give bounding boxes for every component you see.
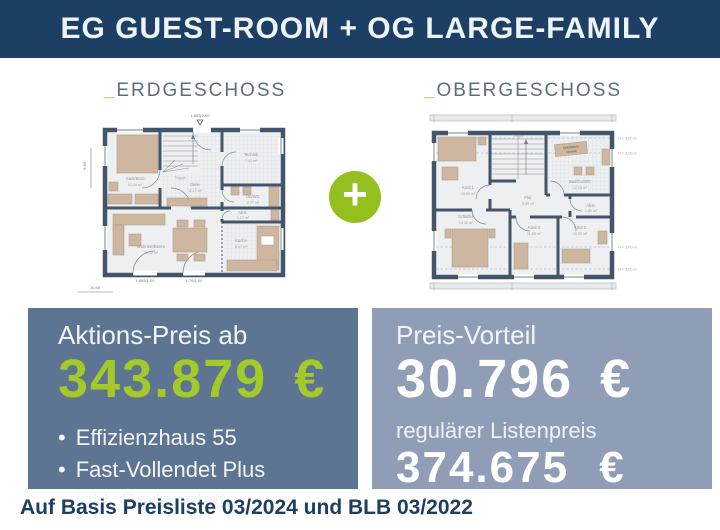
plus-icon: + <box>329 171 381 223</box>
label-erdgeschoss: _ERDGESCHOSS <box>103 80 287 101</box>
label-obergeschoss: _OBERGESCHOSS <box>423 80 623 101</box>
og-roof-bars <box>429 114 617 290</box>
svg-text:Gast/Büro: Gast/Büro <box>126 176 146 181</box>
svg-text:8,47 m²: 8,47 m² <box>235 245 248 249</box>
bullet-icon: • <box>58 456 66 482</box>
svg-text:H = 2.00 m: H = 2.00 m <box>618 246 637 250</box>
svg-text:Abst.: Abst. <box>586 203 596 208</box>
svg-text:14,32 m²: 14,32 m² <box>459 221 474 225</box>
svg-text:11,17 m²: 11,17 m² <box>188 189 203 193</box>
offer-label: Aktions-Preis ab <box>58 320 248 350</box>
svg-text:optional: optional <box>566 149 577 154</box>
og-room-labels: Kind 1 10,99 m² Treppe Bad/Du/WC 12,15 m… <box>458 134 598 236</box>
footer-note: Auf Basis Preisliste 03/2024 und BLB 03/… <box>20 496 473 519</box>
svg-text:Du/WC: Du/WC <box>246 194 260 199</box>
bullet-item: • Effizienzhaus 55 <box>58 424 237 450</box>
advantage-box: Preis-Vorteil 30.796 € regulärer Listenp… <box>372 308 712 492</box>
svg-text:Technik: Technik <box>244 152 259 157</box>
svg-text:10.65: 10.65 <box>90 285 101 290</box>
offer-box: Aktions-Preis ab 343.879 € • Effizienzhau… <box>28 308 358 513</box>
svg-text:Kind 2: Kind 2 <box>574 225 587 230</box>
svg-text:1,80 m²: 1,80 m² <box>585 209 598 213</box>
svg-text:2,77 m²: 2,77 m² <box>247 201 260 205</box>
og-stairs <box>492 135 544 179</box>
offer-bullets: • Effizienzhaus 55 • Fast-Vollendet Plus •… <box>58 422 358 518</box>
list-price: 374.675 € <box>396 442 626 492</box>
eg-stairs <box>162 134 198 173</box>
list-price-label: regulärer Listenpreis <box>396 417 597 443</box>
og-windows <box>431 130 615 280</box>
svg-text:Diele: Diele <box>190 182 200 187</box>
svg-text:Bad/Du/WC: Bad/Du/WC <box>569 179 591 184</box>
svg-text:26,02 m²: 26,02 m² <box>144 251 159 255</box>
svg-text:11,89 m²: 11,89 m² <box>527 232 542 236</box>
svg-text:Badewanne: Badewanne <box>563 144 580 150</box>
header-banner: EG GUEST-ROOM + OG LARGE-FAMILY <box>0 0 720 58</box>
svg-text:Treppe: Treppe <box>174 176 185 180</box>
svg-text:1.76/1.00: 1.76/1.00 <box>186 278 203 283</box>
bullet-item: • inkl. Bodenplatte <box>58 488 239 514</box>
bullet-item: • Fast-Vollendet Plus <box>58 456 266 482</box>
svg-text:13,24 m²: 13,24 m² <box>128 183 143 187</box>
svg-text:12,15 m²: 12,15 m² <box>573 186 588 190</box>
eg-dimensions: 9.48 1.885/2.00 10.65 1.865/1.00 1.76/1.… <box>77 113 211 293</box>
eg-furniture <box>107 134 280 272</box>
advantage-price: 30.796 € <box>396 349 633 409</box>
svg-text:Kind 1: Kind 1 <box>462 185 475 190</box>
svg-text:1,12 m²: 1,12 m² <box>237 216 250 220</box>
underscore-accent: _ <box>423 80 437 101</box>
svg-text:5,39 m²: 5,39 m² <box>522 202 535 206</box>
svg-text:Flur: Flur <box>524 195 532 200</box>
svg-text:10,99 m²: 10,99 m² <box>461 192 476 196</box>
svg-text:Wohnen/Essen: Wohnen/Essen <box>137 244 166 249</box>
eg-interior-walls <box>107 132 281 224</box>
svg-text:Küche: Küche <box>235 238 248 243</box>
og-doors <box>471 180 583 232</box>
svg-text:9.48: 9.48 <box>82 161 87 170</box>
svg-text:7,42 m²: 7,42 m² <box>245 159 258 163</box>
svg-text:Treppe: Treppe <box>512 134 523 138</box>
svg-text:H = 1.00 m: H = 1.00 m <box>618 268 637 272</box>
svg-text:H = 1.00 m: H = 1.00 m <box>618 137 637 141</box>
svg-text:10,23 m²: 10,23 m² <box>573 232 588 236</box>
eg-windows <box>102 127 284 250</box>
svg-text:Schlafen: Schlafen <box>458 214 475 219</box>
svg-text:1.865/1.00: 1.865/1.00 <box>136 278 156 283</box>
page-title: EG GUEST-ROOM + OG LARGE-FAMILY <box>60 12 660 45</box>
svg-text:1.885/2.00: 1.885/2.00 <box>191 113 211 118</box>
bullet-icon: • <box>58 424 66 450</box>
svg-text:H = 2.00 m: H = 2.00 m <box>618 152 637 156</box>
svg-text:Abst.: Abst. <box>238 210 248 215</box>
bullet-icon: • <box>58 488 66 514</box>
og-bath-note: Badewanne optional <box>554 141 588 157</box>
floorplan-erdgeschoss: 9.48 1.885/2.00 10.65 1.865/1.00 1.76/1.… <box>77 113 286 293</box>
og-interior-walls <box>434 133 612 277</box>
eg-doors <box>132 127 237 276</box>
eg-room-labels: Gast/Büro 13,24 m² Treppe Diele 11,17 m²… <box>126 152 260 255</box>
advantage-label: Preis-Vorteil <box>396 320 537 350</box>
offer-price: 343.879 € <box>58 349 327 409</box>
underscore-accent: _ <box>103 80 117 101</box>
svg-text:Kind 3: Kind 3 <box>528 225 541 230</box>
og-furniture <box>437 136 611 270</box>
floorplan-obergeschoss: H = 1.00 m H = 2.00 m H = 2.00 m H = 1.0… <box>429 114 637 290</box>
